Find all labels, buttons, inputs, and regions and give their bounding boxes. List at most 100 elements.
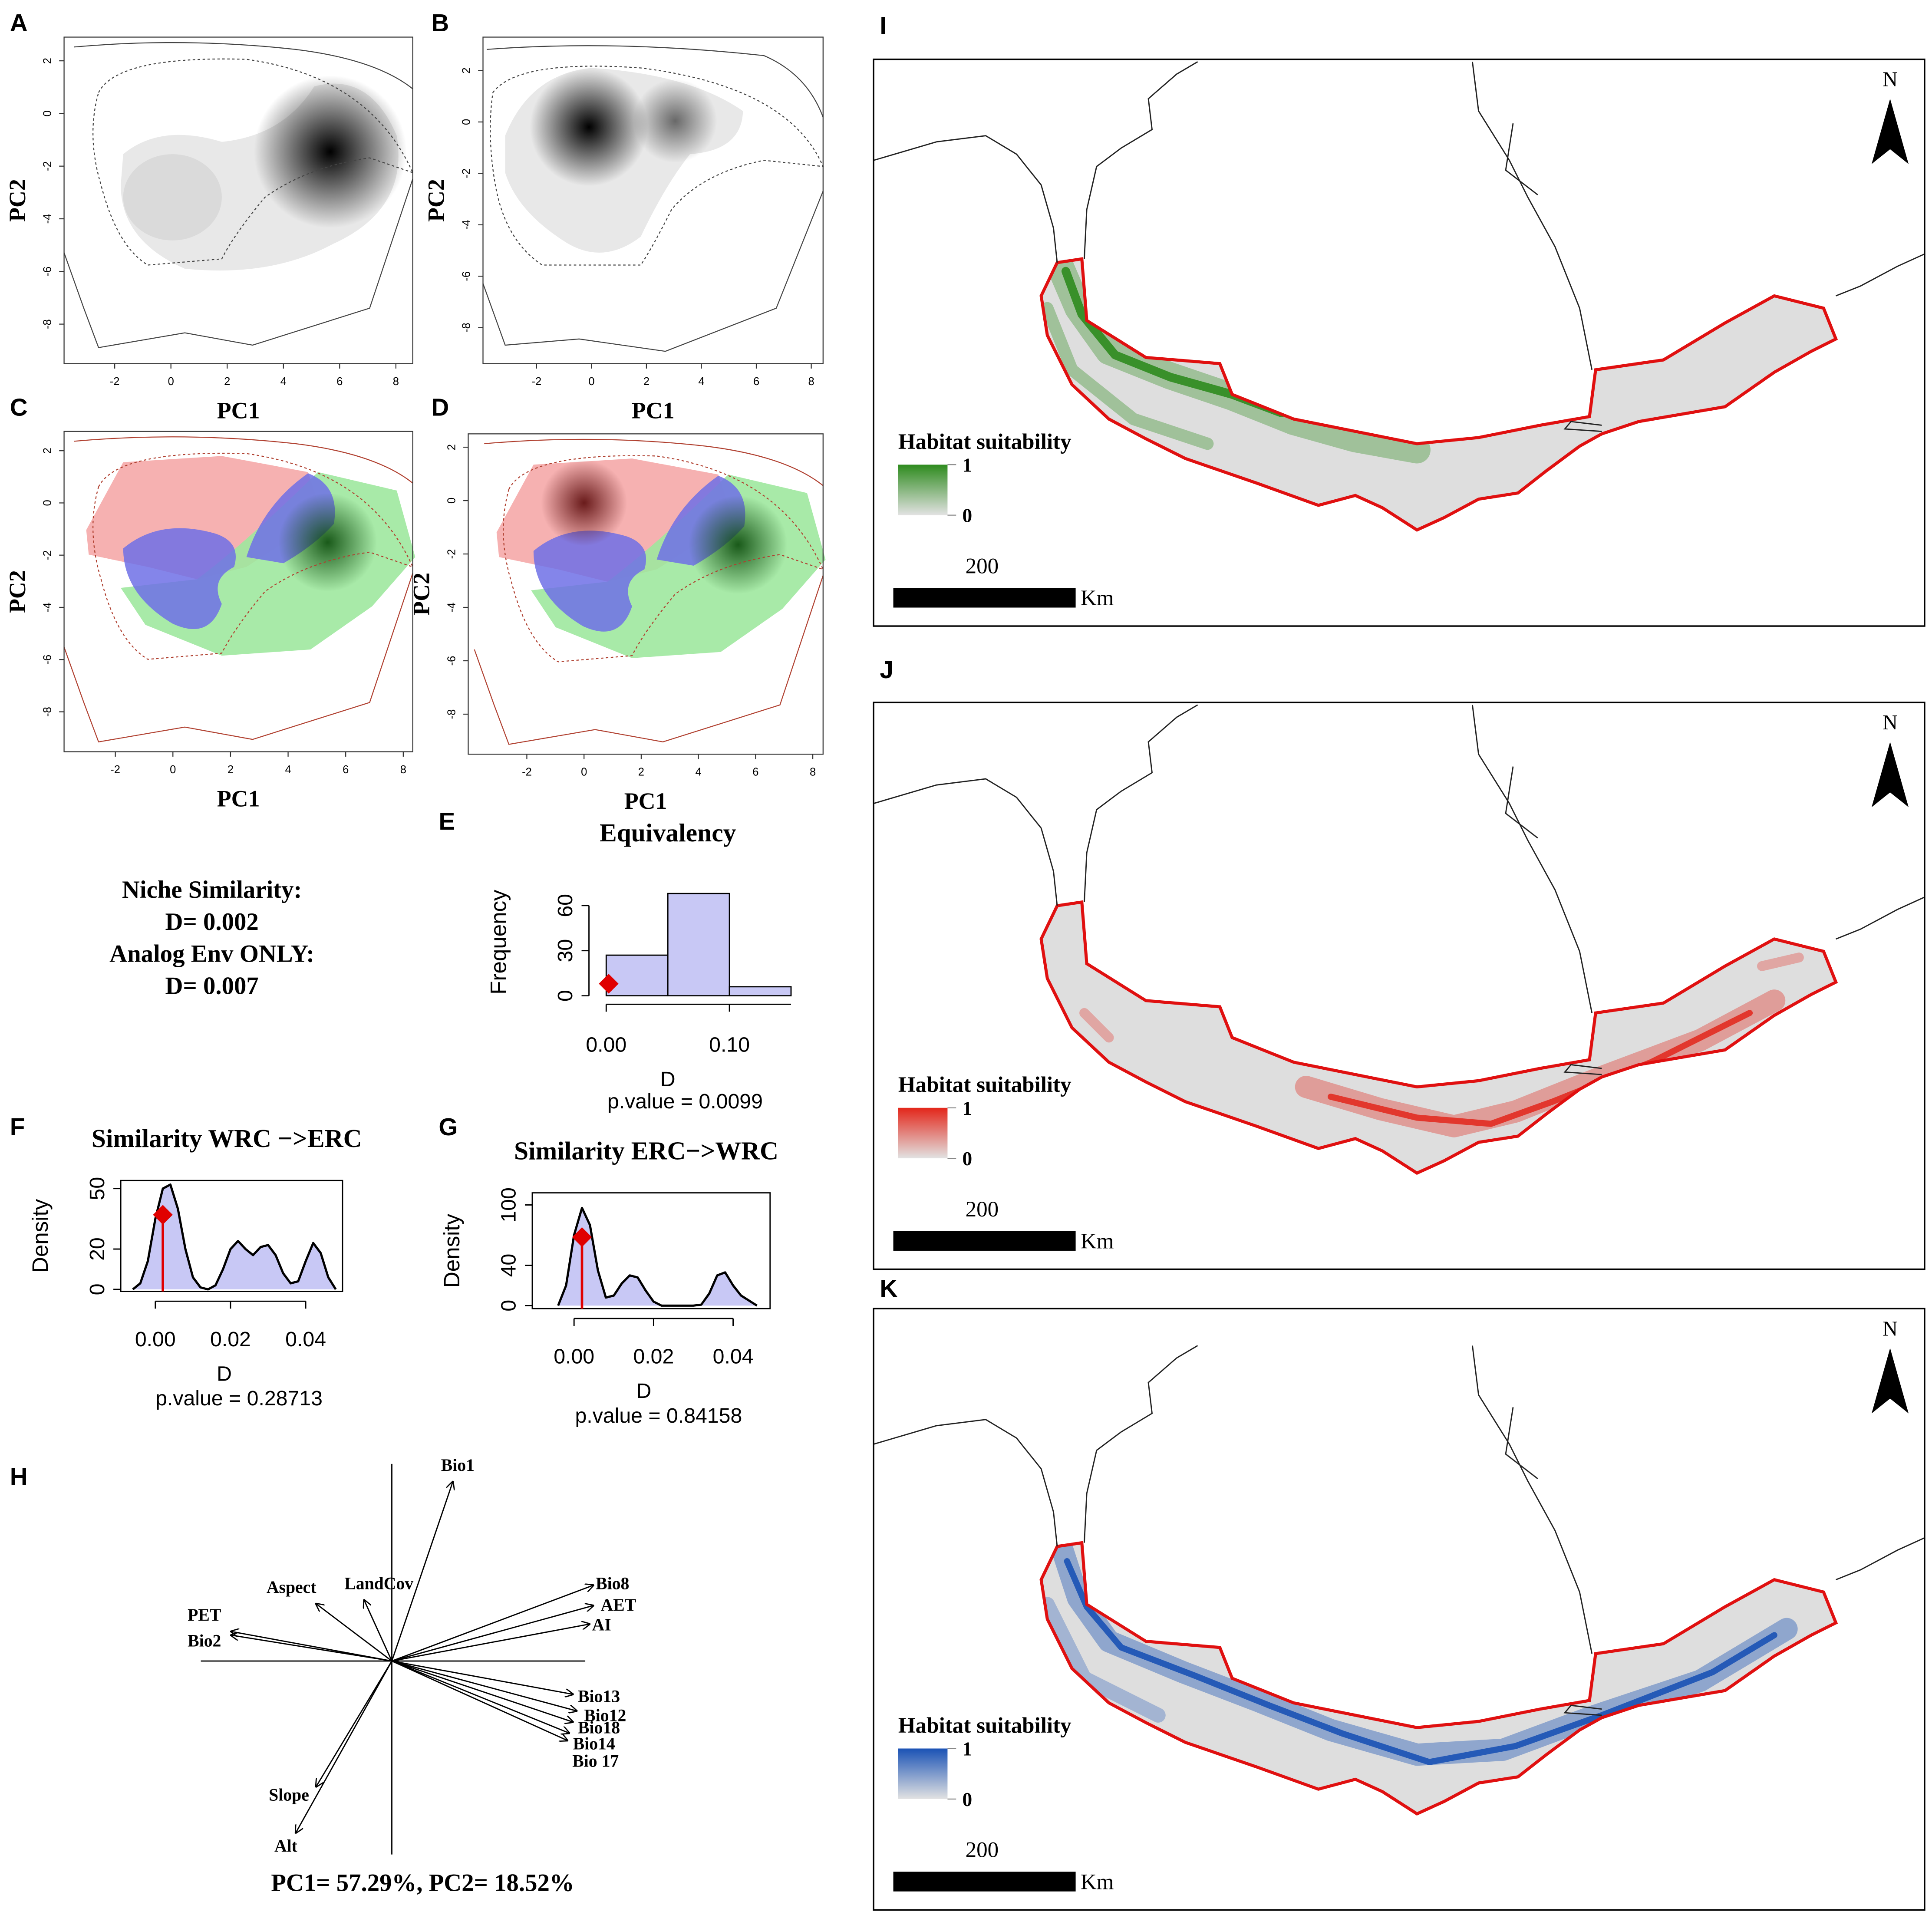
- y-tick-label: -4: [445, 603, 458, 613]
- y-tick-label: 2: [41, 448, 53, 454]
- density-surface: [482, 45, 824, 352]
- x-tick-label: 8: [400, 764, 406, 776]
- loading-arrow: [391, 1660, 569, 1733]
- p-value: p.value = 0.28713: [155, 1387, 323, 1410]
- x-axis-label: D: [660, 1068, 676, 1091]
- panel-letter: G: [438, 1114, 458, 1141]
- y-axis-label: PC2: [4, 570, 30, 613]
- suitability-surface: [1327, 1010, 1753, 1127]
- loading-arrow: [392, 1624, 590, 1662]
- legend-title: Habitat suitability: [898, 1072, 1072, 1097]
- y-tick-label: -4: [41, 603, 53, 613]
- y-tick-label: -2: [41, 550, 53, 560]
- p-value: p.value = 0.0099: [607, 1090, 763, 1113]
- y-tick-label: -2: [445, 549, 458, 559]
- y-tick-label: -6: [41, 655, 53, 665]
- x-tick-label: 0.02: [210, 1328, 251, 1351]
- density-line: [132, 1183, 337, 1291]
- loading-label: PET: [188, 1605, 221, 1625]
- y-tick-label: -8: [460, 323, 472, 333]
- scale-bar: [893, 1231, 1076, 1251]
- chart-title: Similarity WRC −>ERC: [92, 1124, 362, 1153]
- x-tick-label: 0.04: [713, 1345, 754, 1368]
- loading-label: Bio14: [573, 1734, 615, 1753]
- y-tick-label: 60: [554, 894, 577, 917]
- legend-title: Habitat suitability: [898, 429, 1072, 454]
- x-tick-label: 0.10: [709, 1033, 750, 1057]
- loading-arrow: [391, 1482, 452, 1661]
- loading-label: Bio18: [578, 1718, 620, 1737]
- observed-marker: [572, 1227, 592, 1247]
- x-tick-label: 0: [170, 764, 176, 776]
- chart-title: Similarity ERC−>WRC: [514, 1136, 778, 1165]
- legend-tick-label: 0: [962, 1789, 972, 1810]
- scale-bar: [893, 1872, 1076, 1892]
- north-arrow: [1871, 742, 1909, 808]
- y-tick-label: 100: [497, 1187, 521, 1222]
- y-axis-label: PC2: [409, 573, 435, 616]
- y-tick-label: -6: [445, 656, 458, 666]
- panel-letter: A: [10, 10, 28, 37]
- panel-letter: H: [10, 1463, 28, 1491]
- y-tick-label: 40: [497, 1254, 521, 1277]
- y-tick-label: -8: [445, 709, 458, 719]
- y-axis-label: Density: [439, 1213, 464, 1288]
- panel-letter: K: [880, 1275, 897, 1302]
- loading-arrow: [391, 1660, 567, 1740]
- x-tick-label: 4: [696, 766, 702, 778]
- x-tick-label: -2: [532, 376, 542, 388]
- scale-bar-label: 200: [966, 554, 999, 578]
- loading-label: Aspect: [267, 1578, 317, 1597]
- x-axis-label: PC1: [217, 397, 260, 423]
- loading-label: Alt: [274, 1836, 298, 1856]
- x-tick-label: 6: [752, 766, 758, 778]
- north-arrow: [1871, 1348, 1909, 1414]
- y-axis-label: PC2: [423, 179, 449, 222]
- loading-arrow: [316, 1661, 392, 1786]
- plot-frame: [120, 1180, 343, 1292]
- x-tick-label: 4: [280, 376, 287, 388]
- plot-frame: [468, 433, 824, 755]
- panel-letter: E: [438, 808, 455, 835]
- suitability-surface: [1041, 302, 1214, 450]
- loading-arrow: [316, 1604, 392, 1662]
- map-frame: [873, 58, 1925, 627]
- loading-label: Bio 17: [572, 1751, 619, 1770]
- loading-label: Bio12: [584, 1706, 626, 1725]
- y-axis-label: PC2: [4, 179, 30, 222]
- loading-arrow: [392, 1605, 593, 1662]
- overlap-surface: [474, 438, 826, 745]
- loading-arrow: [392, 1660, 573, 1722]
- map-base: [873, 61, 1925, 1814]
- legend-tick-label: 0: [962, 505, 972, 527]
- panel-letter: C: [10, 394, 28, 422]
- x-tick-label: -2: [110, 376, 120, 388]
- legend-tick-label: 0: [962, 1148, 972, 1170]
- y-tick-label: 50: [86, 1177, 109, 1200]
- north-arrow: [1871, 99, 1909, 164]
- summary-text: Niche Similarity:: [122, 876, 302, 903]
- plot-frame: [531, 1192, 771, 1309]
- bar: [667, 893, 730, 997]
- y-tick-label: -8: [41, 707, 53, 717]
- panel-letter: D: [431, 394, 449, 422]
- north-label: N: [1883, 711, 1898, 734]
- x-tick-label: 2: [643, 376, 649, 388]
- x-axis-label: PC1: [217, 785, 260, 811]
- x-tick-label: -2: [522, 766, 532, 778]
- x-tick-label: 0: [588, 376, 594, 388]
- legend-tick-label: 1: [962, 1098, 972, 1119]
- scale-bar-label: 200: [966, 1838, 999, 1862]
- density-area: [132, 1184, 336, 1289]
- y-tick-label: 0: [460, 119, 472, 125]
- x-tick-label: 0: [168, 376, 174, 388]
- panel-letter: F: [10, 1114, 25, 1141]
- legend-colorbar: [898, 1107, 948, 1159]
- x-axis-label: D: [636, 1379, 651, 1403]
- chart-title: Equivalency: [600, 818, 736, 847]
- x-tick-label: 6: [753, 376, 759, 388]
- panel-letter: B: [431, 10, 449, 37]
- y-tick-label: 0: [41, 500, 53, 506]
- y-tick-label: -2: [41, 161, 53, 171]
- x-tick-label: 2: [638, 766, 644, 778]
